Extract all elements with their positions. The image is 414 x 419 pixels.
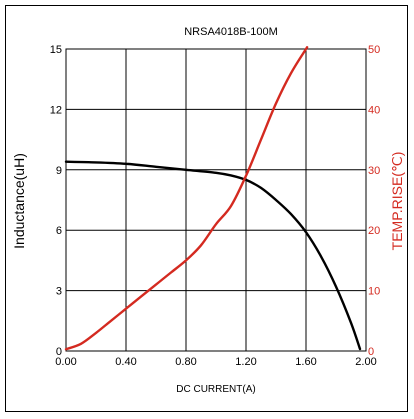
x-tick-label: 2.00: [355, 356, 376, 368]
y-left-tick-label: 9: [56, 165, 62, 177]
plot-border: [65, 48, 367, 352]
y-left-tick-label: 0: [56, 346, 62, 358]
y-right-tick-label: 50: [368, 44, 380, 56]
x-tick-label: 0.40: [115, 356, 136, 368]
chart-frame: [5, 5, 408, 412]
chart-title: NRSA4018B-100M: [184, 26, 278, 38]
series-inductance-line: [64, 160, 362, 351]
x-tick-label: 0.80: [175, 356, 196, 368]
x-tick-label: 1.20: [235, 356, 256, 368]
y-left-tick-label: 15: [50, 44, 62, 56]
x-axis-label: DC CURRENT(A): [176, 384, 255, 395]
y-left-tick-label: 6: [56, 225, 62, 237]
y-right-tick-label: 20: [368, 225, 380, 237]
y-right-tick-label: 40: [368, 104, 380, 116]
y-left-tick-label: 3: [56, 286, 62, 298]
y-left-axis-label: Inductance(uH): [11, 153, 27, 249]
x-tick-label: 1.60: [295, 356, 316, 368]
series-layer: [64, 46, 362, 351]
y-right-tick-label: 10: [368, 286, 380, 298]
y-left-tick-label: 12: [50, 104, 62, 116]
series-temp-rise-line: [64, 46, 309, 351]
y-right-tick-label: 0: [368, 346, 374, 358]
y-right-axis-label: TEMP.RISE(℃): [389, 152, 405, 251]
grid: [66, 49, 366, 351]
y-right-tick-label: 30: [368, 165, 380, 177]
x-tick-label: 0.00: [55, 356, 76, 368]
